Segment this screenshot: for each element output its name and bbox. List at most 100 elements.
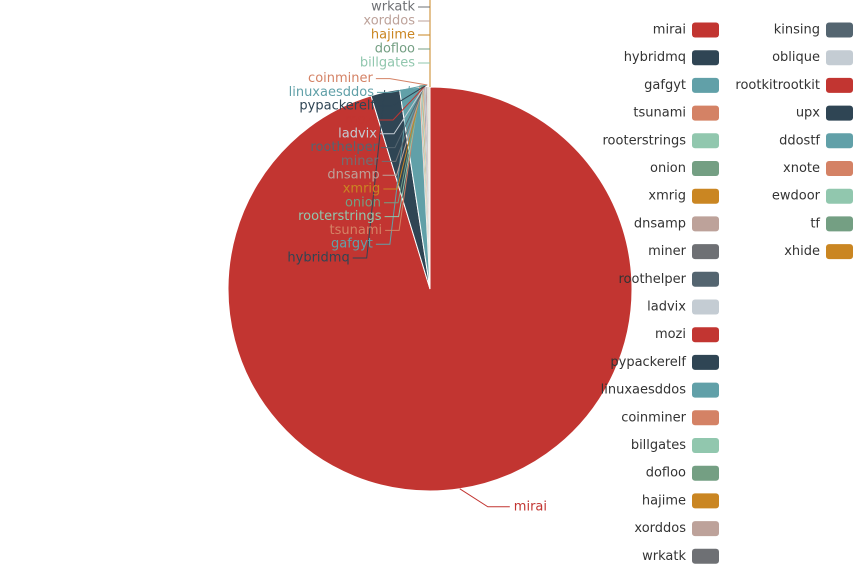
legend-label: billgates [631, 438, 686, 453]
legend-item-upx[interactable]: upx [796, 105, 853, 121]
legend-item-hajime[interactable]: hajime [642, 493, 719, 509]
legend[interactable]: mirai hybridmq gafgyt tsunami rooterstrings o… [601, 22, 853, 564]
legend-item-xorddos[interactable]: xorddos [634, 521, 719, 537]
legend-swatch [826, 133, 853, 149]
legend-item-mirai[interactable]: mirai [653, 22, 719, 38]
slice-label-pypackerelf: pypackerelf [299, 99, 375, 114]
legend-item-ddostf[interactable]: ddostf [779, 133, 853, 149]
legend-item-wrkatk[interactable]: wrkatk [642, 548, 719, 564]
label-line-linuxaesddos [376, 84, 428, 93]
slice-label-rooterstrings: rooterstrings [298, 209, 382, 224]
legend-swatch [692, 410, 719, 426]
legend-item-rootkitrootkit[interactable]: rootkitrootkit [735, 77, 853, 93]
legend-label: dofloo [646, 466, 686, 481]
legend-item-onion[interactable]: onion [650, 161, 719, 176]
slice-label-mirai: mirai [514, 499, 547, 514]
label-line-gafgyt [375, 85, 410, 245]
legend-swatch [826, 22, 853, 38]
slice-label-roothelper: roothelper [310, 140, 378, 155]
label-line-miner [381, 84, 425, 162]
slice-label-hajime: hajime [371, 28, 415, 43]
legend-swatch [826, 161, 853, 176]
slice-label-linuxaesddos: linuxaesddos [289, 85, 375, 100]
legend-swatch [692, 216, 719, 232]
label-line-mozi [379, 84, 427, 121]
legend-swatch [692, 299, 719, 315]
legend-item-mozi[interactable]: mozi [655, 327, 719, 343]
label-line-roothelper [380, 84, 426, 149]
legend-item-pypackerelf[interactable]: pypackerelf [610, 354, 719, 370]
legend-swatch [826, 244, 853, 260]
legend-item-tf[interactable]: tf [810, 216, 853, 232]
label-line-mirai [459, 488, 510, 508]
legend-swatch [692, 354, 719, 370]
legend-swatch [692, 271, 719, 287]
legend-item-ewdoor[interactable]: ewdoor [772, 188, 853, 204]
slice-label-hybridmq: hybridmq [287, 251, 349, 266]
legend-label: xnote [783, 161, 820, 176]
legend-label: dnsamp [634, 216, 686, 231]
legend-item-xhide[interactable]: xhide [784, 244, 853, 260]
legend-swatch [692, 244, 719, 260]
legend-item-coinminer[interactable]: coinminer [621, 410, 719, 426]
legend-item-rooterstrings[interactable]: rooterstrings [603, 133, 720, 149]
label-line-dnsamp [382, 84, 425, 176]
slice-label-tsunami: tsunami [330, 223, 383, 238]
legend-item-linuxaesddos[interactable]: linuxaesddos [601, 382, 719, 398]
legend-item-dofloo[interactable]: dofloo [646, 465, 719, 481]
legend-swatch [826, 216, 853, 232]
slice-label-wrkatk: wrkatk [371, 0, 415, 15]
legend-label: hybridmq [624, 50, 686, 65]
legend-item-xnote[interactable]: xnote [783, 161, 853, 176]
legend-label: wrkatk [642, 549, 686, 564]
legend-label: xmrig [648, 189, 686, 204]
legend-swatch [826, 188, 853, 204]
slice-label-dofloo: dofloo [375, 42, 415, 57]
legend-label: coinminer [621, 410, 686, 425]
slice-label-billgates: billgates [360, 56, 415, 71]
legend-item-billgates[interactable]: billgates [631, 438, 719, 453]
legend-label: oblique [772, 50, 820, 65]
legend-label: mirai [653, 23, 686, 38]
legend-label: tf [810, 216, 820, 231]
legend-swatch [692, 161, 719, 176]
slice-label-mozi: mozi [345, 113, 376, 128]
legend-label: hajime [642, 493, 686, 508]
slice-label-xmrig: xmrig [343, 182, 381, 197]
legend-label: mozi [655, 327, 686, 342]
slice-label-coinminer: coinminer [308, 71, 373, 86]
legend-item-miner[interactable]: miner [648, 244, 719, 260]
legend-label: ewdoor [772, 189, 821, 204]
legend-item-gafgyt[interactable]: gafgyt [644, 77, 719, 93]
legend-swatch [692, 133, 719, 149]
legend-item-xmrig[interactable]: xmrig [648, 188, 719, 204]
legend-label: xhide [784, 244, 820, 259]
slice-label-dnsamp: dnsamp [327, 168, 379, 183]
legend-swatch [826, 105, 853, 121]
legend-label: rooterstrings [603, 133, 687, 148]
legend-label: ddostf [779, 133, 820, 148]
legend-swatch [692, 105, 719, 121]
legend-swatch [692, 77, 719, 93]
legend-label: ladvix [647, 300, 686, 315]
legend-swatch [692, 382, 719, 398]
legend-item-dnsamp[interactable]: dnsamp [634, 216, 719, 232]
legend-item-ladvix[interactable]: ladvix [647, 299, 719, 315]
legend-label: linuxaesddos [601, 383, 687, 398]
legend-label: onion [650, 161, 686, 176]
slice-label-ladvix: ladvix [338, 126, 377, 141]
legend-item-kinsing[interactable]: kinsing [774, 22, 853, 38]
label-line-coinminer [375, 78, 428, 86]
legend-item-hybridmq[interactable]: hybridmq [624, 50, 719, 66]
label-line-xmrig [383, 85, 424, 190]
slice-label-miner: miner [341, 154, 380, 169]
legend-item-oblique[interactable]: oblique [772, 50, 853, 66]
legend-label: tsunami [633, 106, 686, 121]
legend-item-tsunami[interactable]: tsunami [633, 105, 719, 121]
legend-swatch [692, 438, 719, 453]
legend-swatch [692, 50, 719, 66]
label-line-rooterstrings [384, 85, 422, 218]
legend-item-roothelper[interactable]: roothelper [618, 271, 719, 287]
legend-swatch [826, 50, 853, 66]
